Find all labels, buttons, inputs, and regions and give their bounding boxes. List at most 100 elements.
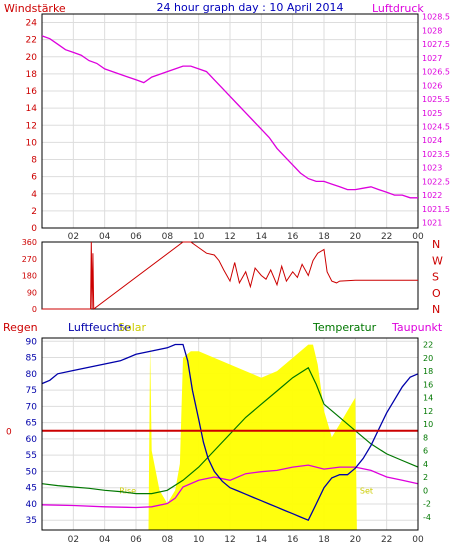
humidity-tick-label: 65 <box>26 419 37 429</box>
dewpoint-legend-label: Taupunkt <box>391 321 443 334</box>
direction-tick-label: 360 <box>22 238 37 247</box>
temperature-tick-label: 4 <box>423 460 428 469</box>
wind-direction-series-line <box>42 241 418 310</box>
humidity-series-line <box>41 343 419 522</box>
temperature-tick-label: 6 <box>423 447 428 456</box>
sunrise-marker-label: Rise <box>119 487 136 496</box>
solar-legend-label: Solar <box>118 321 147 334</box>
compass-label: N <box>432 238 440 251</box>
wind-speed-tick-label: 16 <box>26 87 38 97</box>
x-tick-label: 00 <box>412 535 424 545</box>
x-tick-label: 10 <box>193 232 205 242</box>
humidity-axis-title: Luftfeuchte <box>68 321 131 334</box>
temperature-tick-label: 22 <box>423 341 433 350</box>
wind-speed-tick-label: 2 <box>31 207 37 217</box>
dewpoint-series-line <box>41 464 419 509</box>
temperature-tick-label: 8 <box>423 433 428 442</box>
x-tick-label: 04 <box>99 535 111 545</box>
x-tick-label: 04 <box>99 232 111 242</box>
direction-tick-label: 0 <box>32 305 37 314</box>
pressure-tick-label: 1024 <box>422 136 442 145</box>
temperature-tick-label: -4 <box>423 513 431 522</box>
x-tick-label: 12 <box>224 232 235 242</box>
x-tick-label: 20 <box>350 232 362 242</box>
x-tick-label: 12 <box>224 535 235 545</box>
temperature-series-line <box>41 366 419 495</box>
direction-tick-label: 90 <box>27 288 37 297</box>
x-tick-label: 22 <box>381 232 392 242</box>
pressure-tick-label: 1028 <box>422 26 442 35</box>
temperature-tick-label: 12 <box>423 407 433 416</box>
temperature-tick-label: 14 <box>423 394 433 403</box>
temperature-tick-label: 2 <box>423 473 428 482</box>
wind-speed-tick-label: 12 <box>26 121 37 131</box>
direction-tick-label: 270 <box>22 255 37 264</box>
compass-label: O <box>432 287 441 300</box>
x-tick-label: 02 <box>68 535 79 545</box>
temperature-tick-label: -2 <box>423 500 431 509</box>
wind-speed-tick-label: 18 <box>26 70 38 80</box>
pressure-series-line <box>41 35 418 199</box>
temperature-tick-label: 20 <box>423 354 433 363</box>
x-tick-label: 14 <box>256 232 268 242</box>
pressure-tick-label: 1027 <box>422 54 442 63</box>
plot-frame <box>41 13 419 229</box>
wind-speed-axis-title: Windstärke <box>4 2 66 15</box>
humidity-tick-label: 80 <box>26 370 38 380</box>
pressure-tick-label: 1025.5 <box>422 95 450 104</box>
plot-frame <box>41 337 419 531</box>
pressure-tick-label: 1021.5 <box>422 205 450 214</box>
humidity-tick-label: 85 <box>26 354 37 364</box>
humidity-tick-label: 55 <box>26 451 37 461</box>
temperature-tick-label: 10 <box>423 420 433 429</box>
pressure-tick-label: 1027.5 <box>422 40 450 49</box>
solar-series-area <box>42 344 418 530</box>
humidity-tick-label: 35 <box>26 516 37 526</box>
pressure-axis-title: Luftdruck <box>372 2 424 15</box>
x-tick-label: 20 <box>350 535 362 545</box>
temperature-tick-label: 16 <box>423 380 433 389</box>
x-tick-label: 14 <box>256 535 268 545</box>
x-tick-label: 16 <box>287 232 299 242</box>
humidity-tick-label: 45 <box>26 484 37 494</box>
x-tick-label: 18 <box>318 232 330 242</box>
pressure-tick-label: 1023.5 <box>422 150 450 159</box>
temperature-tick-label: 18 <box>423 367 433 376</box>
rain-tick-label: 0 <box>6 428 12 438</box>
wind-speed-tick-label: 8 <box>31 156 37 166</box>
pressure-tick-label: 1021 <box>422 219 442 228</box>
humidity-tick-label: 70 <box>26 402 38 412</box>
compass-label: S <box>432 271 439 284</box>
humidity-tick-label: 40 <box>26 500 38 510</box>
wind-speed-tick-label: 0 <box>31 224 37 234</box>
compass-label: W <box>432 254 443 267</box>
wind-speed-tick-label: 14 <box>26 104 38 114</box>
pressure-tick-label: 1026.5 <box>422 68 450 77</box>
pressure-tick-label: 1025 <box>422 109 442 118</box>
wind-speed-tick-label: 10 <box>26 138 38 148</box>
plot-frame <box>41 241 419 310</box>
compass-label: N <box>432 303 440 316</box>
pressure-tick-label: 1024.5 <box>422 122 450 131</box>
wind-speed-tick-label: 4 <box>31 190 37 200</box>
pressure-tick-label: 1023 <box>422 164 442 173</box>
x-tick-label: 06 <box>130 232 142 242</box>
rain-axis-title: Regen <box>3 321 38 334</box>
pressure-tick-label: 1028.5 <box>422 13 450 22</box>
x-tick-label: 16 <box>287 535 299 545</box>
humidity-tick-label: 90 <box>26 337 38 347</box>
x-tick-label: 00 <box>412 232 424 242</box>
wind-pressure-panel: 02 04 06 08 10 12 14 16 18 20 22 000246810121416182… <box>26 13 450 242</box>
temperature-axis-title: Temperatur <box>312 321 377 334</box>
graph-title: 24 hour graph day : 10 April 2014 <box>157 1 344 14</box>
x-tick-label: 18 <box>318 535 330 545</box>
x-tick-label: 02 <box>68 232 79 242</box>
direction-tick-label: 180 <box>22 272 37 281</box>
wind-speed-tick-label: 20 <box>26 53 38 63</box>
wind-speed-tick-label: 22 <box>26 36 37 46</box>
x-tick-label: 08 <box>162 535 174 545</box>
humidity-tick-label: 50 <box>26 467 38 477</box>
pressure-tick-label: 1026 <box>422 81 442 90</box>
